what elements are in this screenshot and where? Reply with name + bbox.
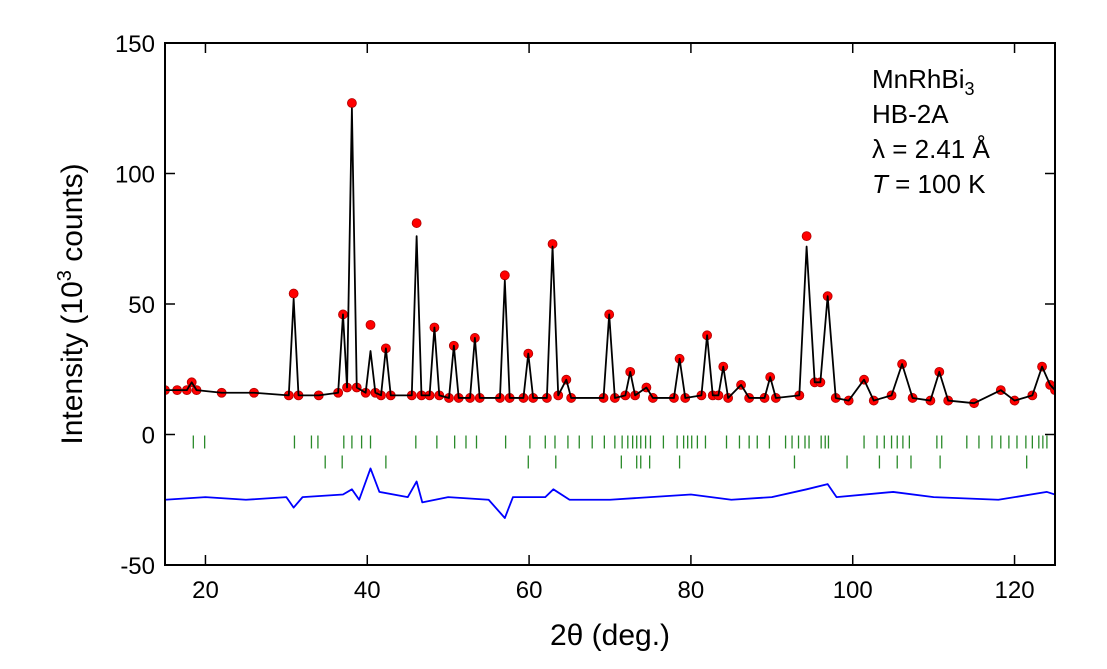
x-tick-label: 100 xyxy=(833,577,873,604)
annotation-text: = 100 K xyxy=(888,169,986,199)
y-tick-label: 0 xyxy=(142,423,155,450)
observed-point xyxy=(288,288,299,299)
annotation: T = 100 K xyxy=(872,169,986,199)
annotation: λ = 2.41 Å xyxy=(872,134,990,164)
y-axis-label-part: 3 xyxy=(54,270,76,281)
x-tick-label: 60 xyxy=(516,577,543,604)
observed-point xyxy=(365,319,376,330)
y-tick-label: -50 xyxy=(120,553,155,580)
y-tick-label: 100 xyxy=(115,162,155,189)
observed-point xyxy=(411,218,422,228)
y-axis-label-part: Intensity (10 xyxy=(56,281,89,444)
x-axis-label: 2θ (deg.) xyxy=(550,619,670,652)
observed-point xyxy=(801,231,812,242)
profile-line xyxy=(165,467,1055,519)
y-tick-label: 150 xyxy=(115,31,155,58)
annotation-text: λ = 2.41 Å xyxy=(872,134,990,164)
x-tick-label: 20 xyxy=(192,577,219,604)
profile-line xyxy=(165,107,1055,405)
annotation: MnRhBi3 xyxy=(872,64,975,99)
annotation-text: MnRhBi xyxy=(872,64,964,94)
y-axis-label: Intensity (103 counts) xyxy=(54,163,89,444)
plot-area xyxy=(165,98,1055,519)
annotation-sub: 3 xyxy=(964,79,974,99)
y-axis-label-part: counts) xyxy=(56,163,89,270)
observed-point xyxy=(346,98,357,108)
x-tick-label: 80 xyxy=(678,577,705,604)
x-tick-label: 120 xyxy=(995,577,1035,604)
x-tick-label: 40 xyxy=(354,577,381,604)
annotation-italic: T xyxy=(872,169,890,199)
annotation-text: HB-2A xyxy=(872,99,949,129)
observed-point xyxy=(499,270,510,281)
annotation: HB-2A xyxy=(872,99,949,129)
plot-frame xyxy=(164,42,1056,566)
y-tick-label: 50 xyxy=(128,292,155,319)
